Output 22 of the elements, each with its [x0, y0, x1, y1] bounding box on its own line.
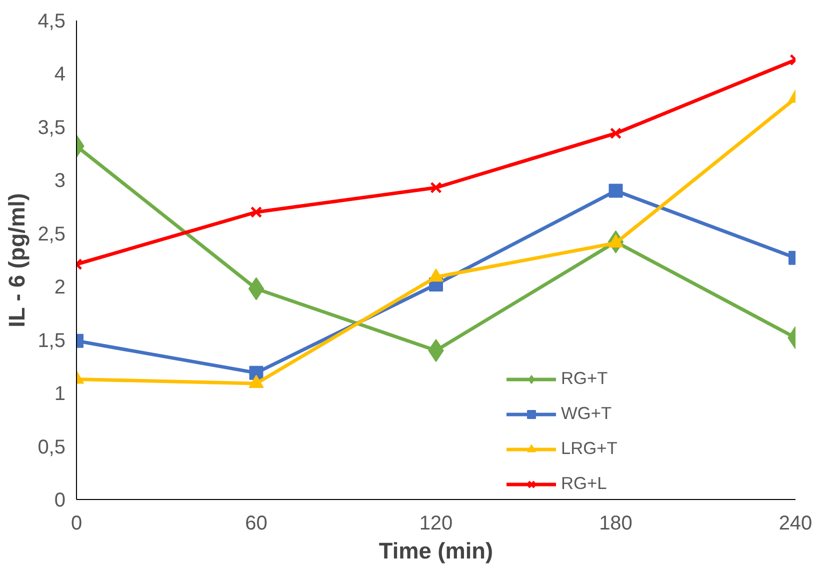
y-tick-label: 1: [54, 383, 66, 406]
x-tick-label: 120: [419, 512, 453, 534]
y-tick-label: 2: [54, 276, 66, 299]
y-axis-title: IL - 6 (pg/ml): [4, 193, 30, 328]
x-tick-label: 60: [245, 512, 268, 534]
y-tick-label: 3,5: [38, 116, 66, 139]
legend-label: LRG+T: [561, 438, 618, 459]
point: [430, 182, 442, 194]
y-tick-label: 3: [54, 170, 66, 192]
legend-label: WG+T: [561, 403, 612, 424]
y-tick-label: 0: [54, 490, 66, 512]
y-tick-label: 2,5: [38, 223, 66, 246]
y-tick-label: 4: [54, 64, 66, 86]
y-tick-label: 1,5: [38, 330, 66, 352]
x-tick-label: 180: [599, 512, 632, 534]
x-tick-label: 240: [778, 512, 812, 534]
legend-label: RG+T: [561, 368, 608, 389]
x-tick-label: 0: [70, 512, 82, 534]
y-tick-label: 0,5: [38, 436, 66, 458]
legend-label: RG+L: [561, 473, 607, 494]
x-axis-title: Time (min): [378, 538, 494, 564]
y-tick-label: 4,5: [38, 10, 66, 32]
